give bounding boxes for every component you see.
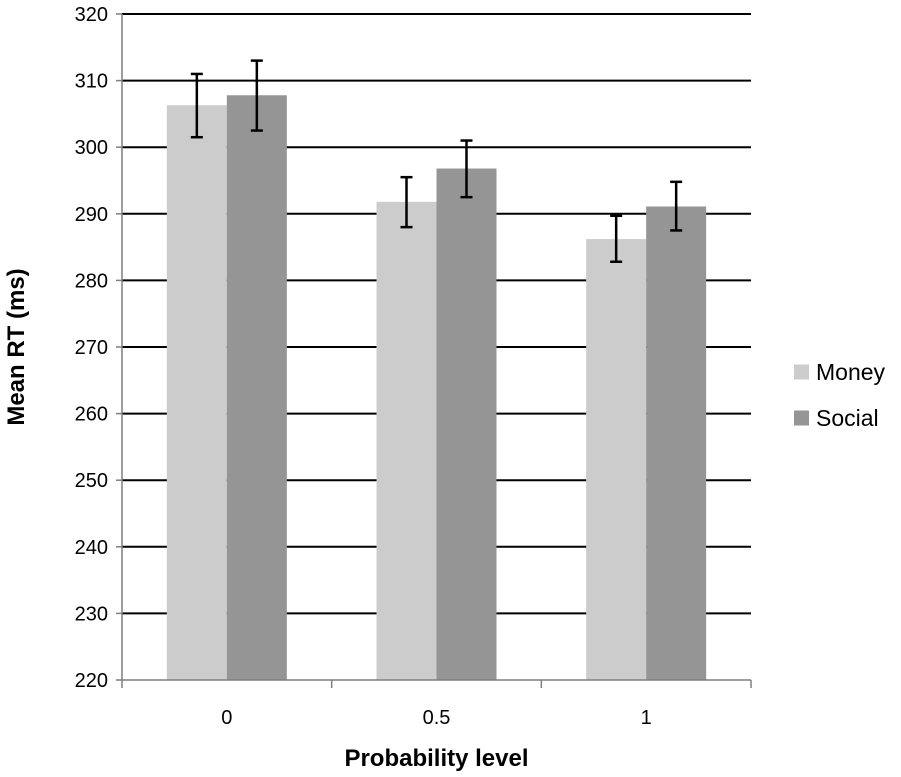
tick-labels: 220 230 240 250 260 270 280 290 300 310 320 0 0.5 1 [75, 4, 652, 729]
y-tick-label: 320 [75, 4, 108, 26]
y-tick-label: 270 [75, 337, 108, 359]
x-tick-label: 0.5 [423, 707, 451, 729]
x-axis-title: Probability level [344, 745, 528, 772]
y-tick-label: 290 [75, 204, 108, 226]
bar-social-2 [646, 206, 707, 680]
x-tick-label: 1 [641, 707, 652, 729]
x-tick-label: 0 [221, 707, 232, 729]
y-axis-title: Mean RT (ms) [3, 268, 30, 425]
error-bars [190, 59, 683, 264]
legend-label-money: Money [816, 359, 886, 385]
bar-money-2 [586, 239, 647, 680]
y-tick-label: 310 [75, 71, 108, 93]
y-tick-label: 260 [75, 404, 108, 426]
legend-swatch-social [794, 410, 809, 426]
legend-label-social: Social [816, 405, 879, 431]
y-tick-label: 220 [75, 670, 108, 692]
axes [116, 13, 752, 688]
y-tick-label: 300 [75, 137, 108, 159]
bar-social-1 [436, 168, 497, 680]
y-tick-label: 280 [75, 270, 108, 292]
bar-social-0 [226, 95, 287, 680]
bars [166, 95, 707, 680]
y-tick-label: 250 [75, 470, 108, 492]
bar-money-1 [376, 201, 437, 680]
y-tick-label: 230 [75, 603, 108, 625]
legend: Money Social [794, 359, 886, 431]
y-tick-label: 240 [75, 537, 108, 559]
legend-swatch-money [794, 364, 809, 380]
bar-money-0 [166, 105, 227, 680]
